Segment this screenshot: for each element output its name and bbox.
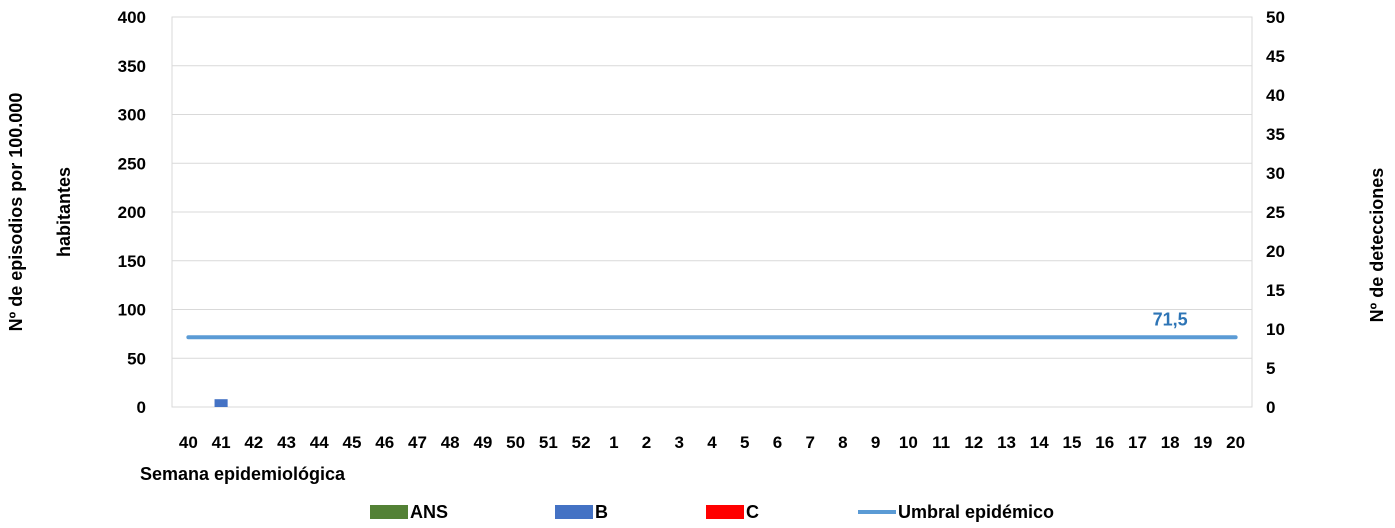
x-tick-label: 1 bbox=[609, 433, 618, 452]
x-tick-label: 43 bbox=[277, 433, 296, 452]
left-axis-ticks: 0 50 100 150 200 250 300 350 400 bbox=[118, 8, 146, 417]
left-tick-label: 200 bbox=[118, 203, 146, 222]
left-tick-label: 0 bbox=[137, 398, 146, 417]
left-tick-label: 100 bbox=[118, 301, 146, 320]
right-tick-label: 0 bbox=[1266, 398, 1275, 417]
x-tick-label: 12 bbox=[964, 433, 983, 452]
x-tick-label: 40 bbox=[179, 433, 198, 452]
x-axis-ticks: 40 41 42 43 44 45 46 47 48 49 50 51 52 1 2 3 4 5 6 7 8 9 10 11 1… bbox=[179, 433, 1245, 452]
x-tick-label: 16 bbox=[1095, 433, 1114, 452]
x-tick-label: 3 bbox=[675, 433, 684, 452]
right-tick-label: 40 bbox=[1266, 86, 1285, 105]
x-tick-label: 7 bbox=[805, 433, 814, 452]
bar-b bbox=[214, 399, 228, 407]
x-tick-label: 17 bbox=[1128, 433, 1147, 452]
left-axis-title-line-2: habitantes bbox=[54, 167, 74, 257]
x-tick-label: 48 bbox=[441, 433, 460, 452]
legend-swatch-b bbox=[555, 505, 593, 519]
left-tick-label: 400 bbox=[118, 8, 146, 27]
left-tick-label: 300 bbox=[118, 106, 146, 125]
left-tick-label: 50 bbox=[127, 349, 146, 368]
x-tick-label: 47 bbox=[408, 433, 427, 452]
x-tick-label: 49 bbox=[473, 433, 492, 452]
x-tick-label: 44 bbox=[310, 433, 329, 452]
right-axis-ticks: 0 5 10 15 20 25 30 35 40 45 50 bbox=[1266, 8, 1285, 417]
x-tick-label: 52 bbox=[572, 433, 591, 452]
right-tick-label: 20 bbox=[1266, 242, 1285, 261]
x-tick-label: 14 bbox=[1030, 433, 1049, 452]
x-tick-label: 13 bbox=[997, 433, 1016, 452]
x-tick-label: 42 bbox=[244, 433, 263, 452]
bar-series bbox=[214, 399, 228, 407]
x-tick-label: 10 bbox=[899, 433, 918, 452]
threshold-value-label: 71,5 bbox=[1153, 309, 1188, 329]
x-tick-label: 15 bbox=[1063, 433, 1082, 452]
x-tick-label: 51 bbox=[539, 433, 558, 452]
legend-label: ANS bbox=[410, 502, 448, 522]
right-tick-label: 45 bbox=[1266, 47, 1285, 66]
x-tick-label: 46 bbox=[375, 433, 394, 452]
legend-label: C bbox=[746, 502, 759, 522]
x-tick-label: 20 bbox=[1226, 433, 1245, 452]
x-tick-label: 2 bbox=[642, 433, 651, 452]
left-tick-label: 150 bbox=[118, 252, 146, 271]
x-tick-label: 9 bbox=[871, 433, 880, 452]
plot-area bbox=[171, 16, 1253, 408]
right-tick-label: 25 bbox=[1266, 203, 1285, 222]
legend: ANS B C Umbral epidémico bbox=[370, 502, 1054, 522]
left-tick-label: 350 bbox=[118, 57, 146, 76]
left-tick-label: 250 bbox=[118, 154, 146, 173]
left-axis-title: Nº de episodios por 100.000 habitantes bbox=[6, 93, 74, 332]
x-tick-label: 18 bbox=[1161, 433, 1180, 452]
legend-swatch-ans bbox=[370, 505, 408, 519]
x-tick-label: 45 bbox=[343, 433, 362, 452]
right-tick-label: 50 bbox=[1266, 8, 1285, 27]
right-axis-title: Nº de detecciones bbox=[1367, 168, 1387, 323]
right-tick-label: 10 bbox=[1266, 320, 1285, 339]
x-tick-label: 11 bbox=[932, 433, 950, 452]
x-tick-label: 8 bbox=[838, 433, 847, 452]
right-tick-label: 35 bbox=[1266, 125, 1285, 144]
right-tick-label: 5 bbox=[1266, 359, 1275, 378]
x-tick-label: 50 bbox=[506, 433, 525, 452]
legend-label: B bbox=[595, 502, 608, 522]
legend-label: Umbral epidémico bbox=[898, 502, 1054, 522]
x-tick-label: 5 bbox=[740, 433, 749, 452]
right-tick-label: 30 bbox=[1266, 164, 1285, 183]
gridlines bbox=[172, 16, 1252, 408]
x-axis-title: Semana epidemiológica bbox=[140, 464, 346, 484]
x-tick-label: 4 bbox=[707, 433, 717, 452]
x-tick-label: 19 bbox=[1193, 433, 1212, 452]
annotations: 71,5 bbox=[1153, 309, 1188, 329]
x-tick-label: 6 bbox=[773, 433, 782, 452]
right-tick-label: 15 bbox=[1266, 281, 1285, 300]
x-tick-label: 41 bbox=[212, 433, 231, 452]
left-axis-title-line-1: Nº de episodios por 100.000 bbox=[6, 93, 26, 332]
legend-swatch-c bbox=[706, 505, 744, 519]
